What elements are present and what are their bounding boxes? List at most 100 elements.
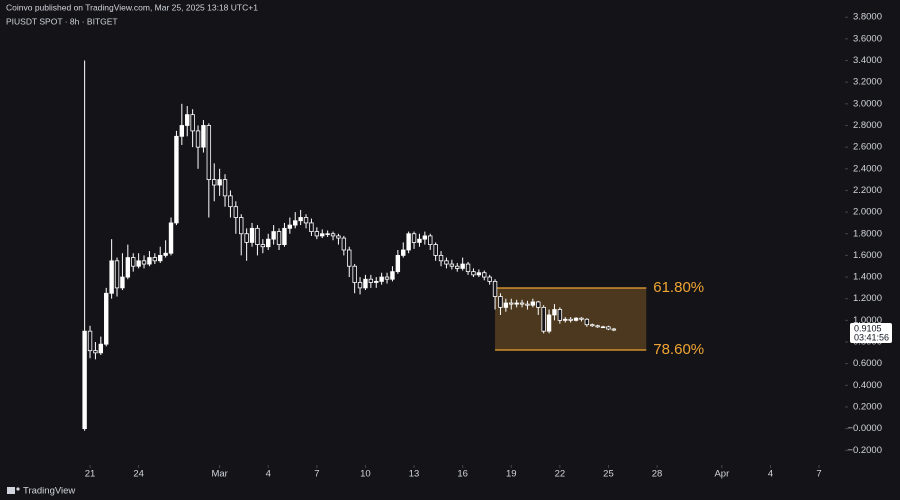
candle-body xyxy=(595,325,600,328)
fib-label: 78.60% xyxy=(653,341,704,358)
candle-body xyxy=(573,317,579,321)
x-tick-label: 7 xyxy=(816,469,821,480)
y-tick-label: −0.0000 xyxy=(847,423,882,434)
candle-body xyxy=(228,195,233,208)
candle-body xyxy=(244,233,249,243)
candle-body xyxy=(158,254,163,262)
y-tick-label: 2.0000 xyxy=(853,207,882,218)
candle-body xyxy=(195,130,201,148)
y-tick-label: 1.8000 xyxy=(853,228,882,239)
candle-body xyxy=(174,135,179,224)
candle-body xyxy=(379,276,384,282)
y-tick-label: 1.6000 xyxy=(853,250,882,261)
candle-body xyxy=(406,233,411,251)
candle-body xyxy=(87,330,93,352)
candle-body xyxy=(611,328,617,331)
candle-body xyxy=(114,260,120,289)
candle-body xyxy=(411,233,417,243)
candle-body xyxy=(352,265,357,283)
y-tick-label: −0.2000 xyxy=(847,445,882,456)
candle-body xyxy=(584,318,590,326)
candle-body xyxy=(525,303,530,306)
symbol-info: PIUSDT SPOT · 8h · BITGET xyxy=(6,16,118,26)
candle-body xyxy=(606,326,611,330)
candle-body xyxy=(417,238,422,243)
x-tick-label: 13 xyxy=(409,469,420,480)
candle-body xyxy=(320,233,325,237)
candle-body xyxy=(276,231,282,245)
candle-body xyxy=(546,314,552,332)
brand-logo xyxy=(7,487,20,494)
y-tick-label: 0.2000 xyxy=(853,401,882,412)
publish-info: Coinvo published on TradingView.com, Mar… xyxy=(6,2,258,12)
x-tick-label: Mar xyxy=(211,469,227,480)
candle-body xyxy=(471,271,476,276)
candle-body xyxy=(168,222,174,254)
candle-body xyxy=(357,282,363,289)
candle-body xyxy=(109,260,114,294)
candle-body xyxy=(449,263,455,267)
candle-body xyxy=(260,244,266,248)
candle-body xyxy=(179,125,185,137)
candle-body xyxy=(498,296,503,308)
candle-body xyxy=(249,227,255,243)
candle-body xyxy=(190,114,195,132)
x-tick-label: 28 xyxy=(652,469,663,480)
x-tick-label: 7 xyxy=(314,469,319,480)
candle-body xyxy=(287,224,293,229)
candle-body xyxy=(163,252,168,256)
y-tick-label: 3.4000 xyxy=(853,55,882,66)
candle-body xyxy=(384,276,390,280)
x-tick-label: 24 xyxy=(133,469,144,480)
price-label: 0.9105 xyxy=(854,323,882,333)
candle-body xyxy=(303,217,309,224)
price-label-box xyxy=(850,323,892,344)
candle-body xyxy=(465,263,471,273)
candle-body xyxy=(536,301,541,308)
candle-body xyxy=(460,263,465,269)
candle-body xyxy=(401,249,406,256)
logo-dot xyxy=(16,487,20,491)
y-tick-label: 1.4000 xyxy=(853,272,882,283)
candle-body xyxy=(325,233,330,235)
candle-body xyxy=(309,222,314,232)
candle-body xyxy=(368,278,374,283)
candle-body xyxy=(217,179,222,186)
candle-body xyxy=(147,257,152,265)
x-tick-label: 4 xyxy=(266,469,271,480)
y-tick-label: 0.4000 xyxy=(853,380,882,391)
candle-body xyxy=(433,244,438,256)
candle-body xyxy=(552,309,557,316)
candle-body xyxy=(293,220,298,226)
y-tick-label: 3.2000 xyxy=(853,77,882,88)
y-tick-label: 1.0000 xyxy=(853,315,882,326)
candle-body xyxy=(93,350,98,354)
countdown-label: 03:41:56 xyxy=(854,332,889,342)
y-tick-label: 2.6000 xyxy=(853,142,882,153)
candle-body xyxy=(347,249,352,267)
y-tick-label: 2.4000 xyxy=(853,163,882,174)
candle-body xyxy=(233,206,239,218)
candle-body xyxy=(482,272,487,278)
candle-body xyxy=(422,235,428,240)
candle-body xyxy=(82,330,87,430)
y-tick-label: 3.0000 xyxy=(853,98,882,109)
x-tick-label: 21 xyxy=(85,469,96,480)
y-tick-label: 3.6000 xyxy=(853,33,882,44)
candle-body xyxy=(455,265,460,269)
candle-body xyxy=(503,302,509,308)
logo-mark xyxy=(7,487,15,494)
candle-body xyxy=(530,301,536,306)
x-tick-label: 4 xyxy=(768,469,773,480)
candle-body xyxy=(201,125,206,148)
candle-body xyxy=(239,217,244,235)
candle-body xyxy=(120,276,125,289)
candle-body xyxy=(282,227,287,245)
x-tick-label: 22 xyxy=(555,469,566,480)
candle-body xyxy=(314,231,320,237)
candle-body xyxy=(557,309,563,321)
candle-body xyxy=(509,302,514,305)
candle-body xyxy=(590,324,595,327)
